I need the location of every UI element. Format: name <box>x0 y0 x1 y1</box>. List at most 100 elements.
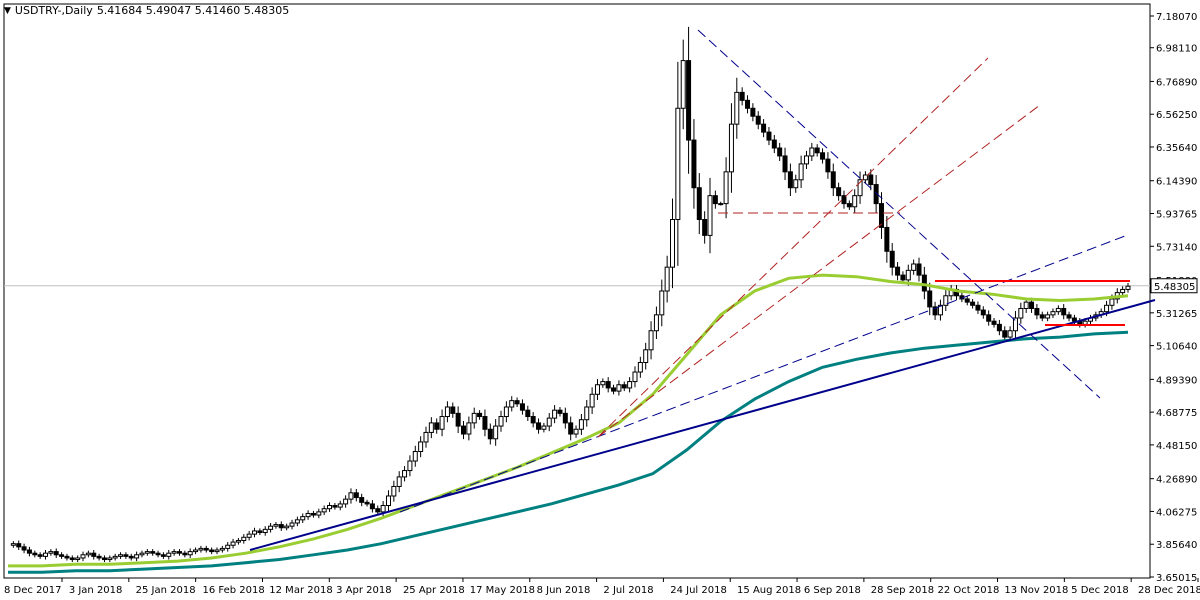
candle-body <box>327 505 333 510</box>
trendline-support <box>249 299 1156 551</box>
x-tick-label: 24 Jul 2018 <box>670 585 727 596</box>
candle-body <box>777 147 783 157</box>
candle-body <box>820 152 826 160</box>
candle-body <box>696 187 702 221</box>
candle-body <box>680 60 686 109</box>
candle-body <box>412 450 418 462</box>
candle-body <box>444 406 450 418</box>
candle-body <box>123 554 129 557</box>
candle-body <box>589 393 595 408</box>
candle-body <box>1045 314 1051 319</box>
candle-body <box>600 381 606 386</box>
x-tick-label: 3 Apr 2018 <box>336 585 391 596</box>
candle-body <box>771 139 777 149</box>
candle-body <box>857 179 863 197</box>
candle-body <box>546 417 552 427</box>
candle-body <box>380 505 386 513</box>
candle-body <box>573 428 579 435</box>
candle-body <box>48 551 54 554</box>
candle-body <box>160 554 166 557</box>
candle-body <box>262 528 268 534</box>
candle-body <box>337 503 343 508</box>
x-tick-label: 2 Jul 2018 <box>603 585 653 596</box>
x-tick-label: 28 Sep 2018 <box>871 585 934 596</box>
candle-body <box>107 557 113 561</box>
candle-body <box>134 554 140 559</box>
candle-body <box>230 541 236 546</box>
candle-body <box>471 412 477 424</box>
candle-body <box>557 409 563 414</box>
candle-body <box>975 304 981 311</box>
y-tick-label: 4.48150 <box>1156 441 1197 452</box>
candle-body <box>150 551 156 554</box>
candle-body <box>846 203 852 208</box>
candle-body <box>1002 330 1008 338</box>
candle-body <box>825 158 831 173</box>
ohlc-values: 5.41684 5.49047 5.41460 5.48305 <box>96 4 290 17</box>
candle-body <box>396 476 402 487</box>
candle-body <box>278 524 284 529</box>
y-tick-label: 6.35640 <box>1156 143 1197 154</box>
candle-body <box>166 552 172 557</box>
x-tick-label: 25 Jan 2018 <box>136 585 196 596</box>
candle-body <box>219 547 225 551</box>
candle-body <box>1125 285 1131 290</box>
candle-body <box>594 384 600 395</box>
candle-body <box>75 557 81 561</box>
candle-body <box>112 555 118 559</box>
candle-body <box>927 290 933 308</box>
candle-body <box>155 552 161 556</box>
candle-body <box>525 409 531 418</box>
candle-body <box>385 495 391 507</box>
candle-body <box>723 171 729 205</box>
candle-body <box>916 263 922 276</box>
x-tick-label: 6 Sep 2018 <box>804 585 861 596</box>
candle-body <box>128 555 134 559</box>
candle-body <box>1109 298 1115 306</box>
candle-body <box>637 362 643 373</box>
candle-body <box>353 492 359 499</box>
candle-body <box>718 203 724 206</box>
candle-body <box>493 425 499 440</box>
candle-body <box>343 498 349 505</box>
candle-body <box>466 422 472 435</box>
candle-body <box>300 516 306 521</box>
y-tick-label: 3.65015 <box>1156 573 1197 584</box>
candle-body <box>418 441 424 452</box>
candle-body <box>793 179 799 189</box>
candle-body <box>712 195 718 205</box>
candle-body <box>241 536 247 541</box>
candle-body <box>294 519 300 524</box>
candle-body <box>268 525 274 530</box>
candle-body <box>562 412 568 424</box>
candle-body <box>1120 288 1126 294</box>
candle-body <box>552 409 558 419</box>
candle-body <box>707 195 713 236</box>
candle-body <box>359 497 365 503</box>
candle-body <box>203 547 209 551</box>
candle-body <box>991 320 997 325</box>
candle-body <box>761 123 767 133</box>
triangle-down-icon[interactable]: ▼ <box>4 5 11 16</box>
trendline-descending-dashed <box>697 29 1101 399</box>
y-tick-label: 7.18070 <box>1156 12 1197 23</box>
candle-body <box>868 174 874 186</box>
candle-body <box>26 549 32 554</box>
candle-body <box>64 555 70 559</box>
candle-body <box>766 131 772 141</box>
current-price-box <box>1150 278 1198 294</box>
candle-body <box>503 406 509 418</box>
candle-body <box>225 544 231 549</box>
candle-body <box>498 416 504 427</box>
candle-body <box>702 219 708 236</box>
candle-body <box>198 547 204 551</box>
symbol-label: USDTRY-,Daily <box>14 4 93 17</box>
candle-body <box>214 549 220 553</box>
plot-frame <box>3 3 1151 579</box>
candle-body <box>798 163 804 181</box>
candle-body <box>873 184 879 205</box>
candle-body <box>487 428 493 440</box>
candle-body <box>728 123 734 173</box>
y-tick-label: 4.68775 <box>1156 408 1197 419</box>
